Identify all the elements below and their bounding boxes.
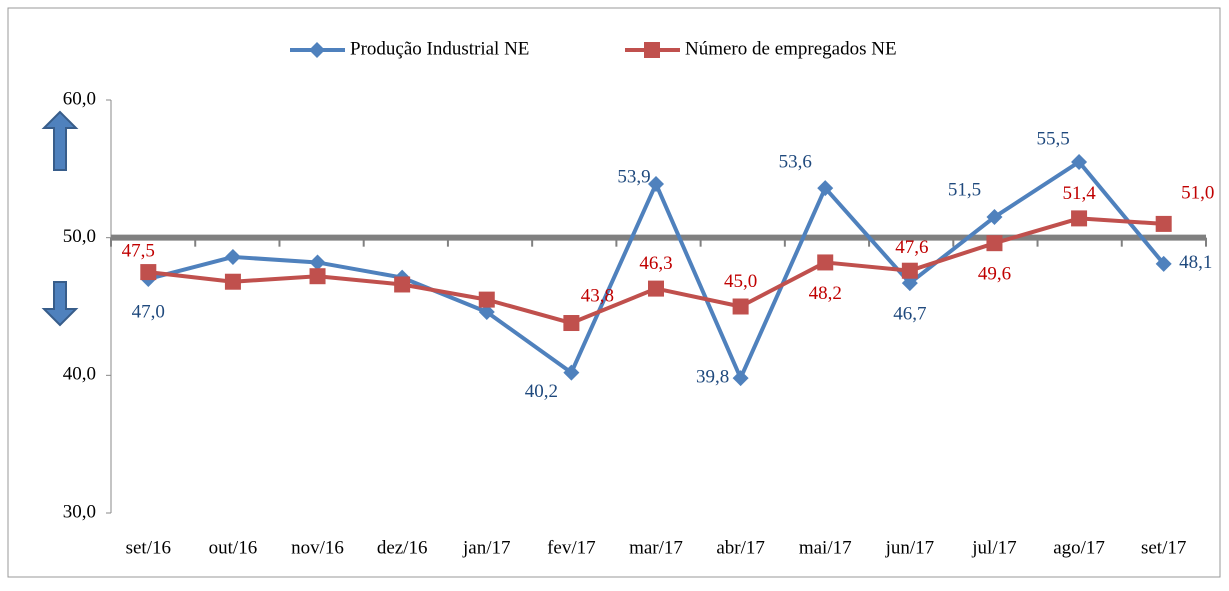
y-tick-label: 50,0 <box>63 226 96 247</box>
point <box>986 209 1003 226</box>
point <box>394 276 411 293</box>
point <box>817 254 834 271</box>
data-label: 43,8 <box>581 285 614 306</box>
data-label: 46,7 <box>893 303 926 324</box>
point <box>563 364 580 381</box>
point <box>817 180 834 197</box>
point <box>563 315 580 332</box>
point <box>986 235 1003 252</box>
x-tick-label: set/17 <box>1141 537 1186 558</box>
data-label: 51,4 <box>1062 183 1096 204</box>
chart-frame <box>7 7 1221 578</box>
data-label: 53,6 <box>779 151 812 172</box>
data-label: 47,5 <box>122 240 155 261</box>
x-tick-label: nov/16 <box>291 537 344 558</box>
point <box>1071 153 1088 170</box>
x-tick-label: set/16 <box>126 537 171 558</box>
x-tick-label: ago/17 <box>1053 537 1105 558</box>
legend-label: Número de empregados NE <box>685 38 897 59</box>
data-label: 48,1 <box>1179 252 1212 273</box>
y-tick-label: 60,0 <box>63 88 96 109</box>
x-tick-label: abr/17 <box>716 537 765 558</box>
legend-marker <box>309 42 325 58</box>
point <box>648 280 664 297</box>
down-arrow <box>41 281 79 327</box>
x-tick-label: dez/16 <box>377 537 428 558</box>
point <box>478 291 495 308</box>
data-label: 46,3 <box>639 253 672 274</box>
x-tick-label: jul/17 <box>971 537 1016 558</box>
point <box>1071 210 1088 227</box>
data-label: 53,9 <box>617 166 650 187</box>
x-tick-label: fev/17 <box>547 537 596 558</box>
point <box>224 248 241 265</box>
data-label: 55,5 <box>1036 128 1069 149</box>
point <box>648 175 664 192</box>
legend-marker <box>644 42 660 58</box>
up-arrow <box>41 110 79 171</box>
data-label: 48,2 <box>809 283 842 304</box>
point <box>732 298 749 315</box>
point <box>901 275 918 292</box>
x-tick-label: mar/17 <box>629 537 683 558</box>
y-tick-label: 30,0 <box>63 501 96 522</box>
x-tick-label: out/16 <box>209 537 258 558</box>
point <box>732 370 749 387</box>
data-label: 39,8 <box>696 366 729 387</box>
data-label: 47,6 <box>895 237 928 258</box>
legend-label: Produção Industrial NE <box>350 38 529 59</box>
point <box>1155 255 1172 272</box>
y-tick-label: 40,0 <box>63 364 96 385</box>
data-label: 49,6 <box>978 264 1011 285</box>
point <box>478 304 495 321</box>
point <box>224 273 241 290</box>
data-label: 45,0 <box>724 271 757 292</box>
x-tick-label: jun/17 <box>885 537 935 558</box>
x-tick-label: jan/17 <box>462 537 511 558</box>
point <box>1155 215 1172 232</box>
point <box>901 262 918 279</box>
data-label: 47,0 <box>132 301 165 322</box>
x-tick-label: mai/17 <box>799 537 852 558</box>
point <box>140 264 157 281</box>
data-label: 40,2 <box>525 381 558 402</box>
data-label: 51,0 <box>1181 182 1214 203</box>
data-label: 51,5 <box>948 179 981 200</box>
point <box>309 254 326 271</box>
point <box>309 268 326 285</box>
